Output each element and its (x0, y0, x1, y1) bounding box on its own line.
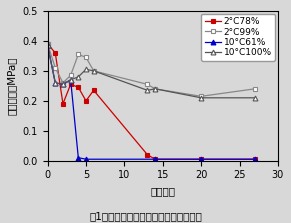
10°C100% (92, 70, 95, 72)
2°C78% (54, 52, 57, 54)
2°C78% (92, 89, 95, 92)
10°C61% (54, 81, 57, 84)
2°C78% (61, 102, 65, 105)
2°C78% (146, 153, 149, 156)
2°C78% (77, 86, 80, 89)
10°C61% (153, 158, 157, 161)
10°C100% (46, 44, 49, 47)
2°C99% (146, 83, 149, 86)
2°C99% (61, 81, 65, 84)
2°C99% (253, 87, 257, 90)
X-axis label: 貯蔵日数: 貯蔵日数 (150, 186, 175, 196)
2°C78% (153, 158, 157, 161)
2°C99% (46, 43, 49, 45)
10°C61% (84, 158, 88, 161)
10°C100% (77, 76, 80, 78)
10°C100% (253, 97, 257, 99)
2°C78% (199, 158, 203, 161)
10°C61% (69, 78, 72, 81)
Text: 図1　オウトウの細胞膨圧と谯蔵温湿度: 図1 オウトウの細胞膨圧と谯蔵温湿度 (89, 211, 202, 221)
10°C61% (77, 156, 80, 159)
2°C78% (253, 158, 257, 161)
Y-axis label: 細胞膨圧（MPa）: 細胞膨圧（MPa） (7, 57, 17, 115)
2°C99% (54, 66, 57, 69)
Line: 10°C100%: 10°C100% (45, 43, 257, 100)
2°C78% (46, 43, 49, 45)
Line: 2°C99%: 2°C99% (45, 41, 257, 99)
10°C100% (54, 81, 57, 84)
2°C99% (199, 95, 203, 98)
10°C61% (61, 83, 65, 86)
2°C99% (92, 70, 95, 72)
10°C61% (46, 44, 49, 47)
10°C61% (199, 158, 203, 161)
Legend: 2°C78%, 2°C99%, 10°C61%, 10°C100%: 2°C78%, 2°C99%, 10°C61%, 10°C100% (201, 14, 275, 61)
10°C100% (153, 87, 157, 90)
2°C78% (69, 83, 72, 86)
10°C100% (199, 97, 203, 99)
2°C99% (77, 53, 80, 56)
10°C61% (253, 158, 257, 161)
2°C99% (153, 87, 157, 90)
10°C100% (146, 89, 149, 92)
2°C99% (84, 56, 88, 59)
Line: 2°C78%: 2°C78% (45, 41, 257, 162)
10°C100% (84, 68, 88, 71)
Line: 10°C61%: 10°C61% (45, 43, 257, 162)
10°C100% (61, 83, 65, 86)
2°C99% (69, 74, 72, 77)
2°C78% (84, 99, 88, 102)
10°C100% (69, 78, 72, 81)
